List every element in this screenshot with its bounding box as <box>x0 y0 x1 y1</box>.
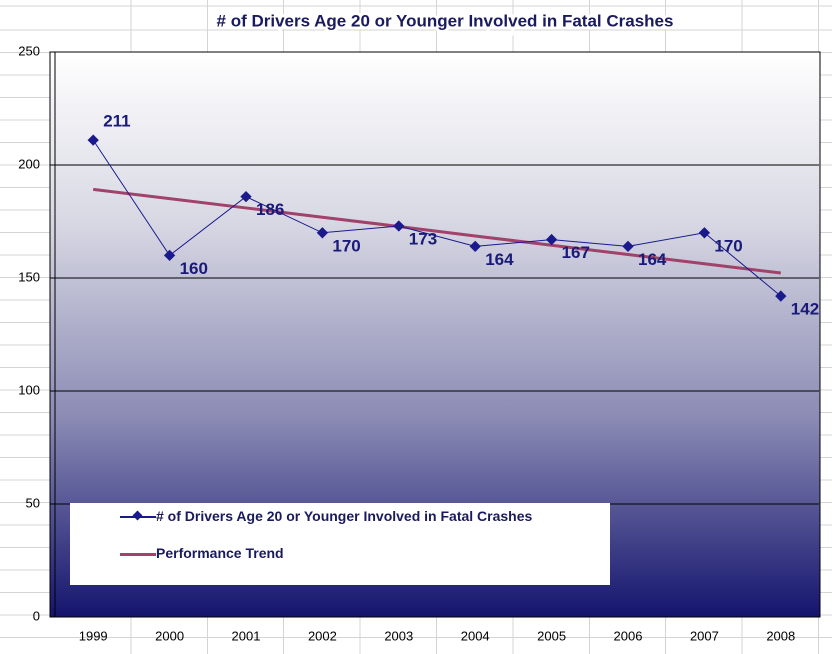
x-tick-label: 2008 <box>766 628 795 643</box>
x-tick-label: 2001 <box>232 628 261 643</box>
data-point <box>545 233 558 246</box>
y-tick-label: 250 <box>18 43 40 58</box>
data-point <box>163 249 176 262</box>
data-point <box>240 190 252 203</box>
x-tick-label: 2006 <box>614 628 643 643</box>
x-tick-label: 2003 <box>384 628 413 643</box>
legend-label: # of Drivers Age 20 or Younger Involved … <box>156 508 533 524</box>
y-tick-label: 0 <box>33 608 40 623</box>
y-tick-label: 50 <box>26 495 40 510</box>
data-point <box>622 240 634 253</box>
data-point <box>469 240 481 253</box>
x-tick-label: 2004 <box>461 628 490 643</box>
x-tick-label: 2007 <box>690 628 719 643</box>
data-point <box>393 220 405 232</box>
series-line <box>93 187 781 275</box>
x-tick-label: 2002 <box>308 628 337 643</box>
legend-marker <box>132 510 143 521</box>
y-tick-label: 150 <box>18 269 40 284</box>
data-label: 170 <box>332 236 360 255</box>
data-label: 167 <box>562 243 590 262</box>
data-label: 164 <box>485 250 514 269</box>
legend-swatch <box>120 553 156 556</box>
data-label: 164 <box>638 250 667 269</box>
data-label: 142 <box>791 300 819 319</box>
data-label: 186 <box>256 200 284 219</box>
legend-entry: # of Drivers Age 20 or Younger Involved … <box>120 508 596 524</box>
data-label: 211 <box>103 112 130 131</box>
y-tick-label: 100 <box>18 382 40 397</box>
data-point <box>698 227 711 239</box>
data-point <box>316 227 329 239</box>
legend-label: Performance Trend <box>156 545 284 561</box>
x-tick-label: 1999 <box>79 628 108 643</box>
legend: # of Drivers Age 20 or Younger Involved … <box>70 503 610 585</box>
data-label: 173 <box>409 230 437 249</box>
x-tick-label: 2005 <box>537 628 566 643</box>
data-point <box>775 290 787 302</box>
series-line <box>92 139 782 297</box>
data-label: 170 <box>714 236 742 255</box>
x-tick-label: 2000 <box>155 628 184 643</box>
legend-entry: Performance Trend <box>120 545 284 561</box>
data-label: 160 <box>180 259 208 278</box>
y-tick-label: 200 <box>18 156 40 171</box>
chart-title: # of Drivers Age 20 or Younger Involved … <box>217 11 674 30</box>
